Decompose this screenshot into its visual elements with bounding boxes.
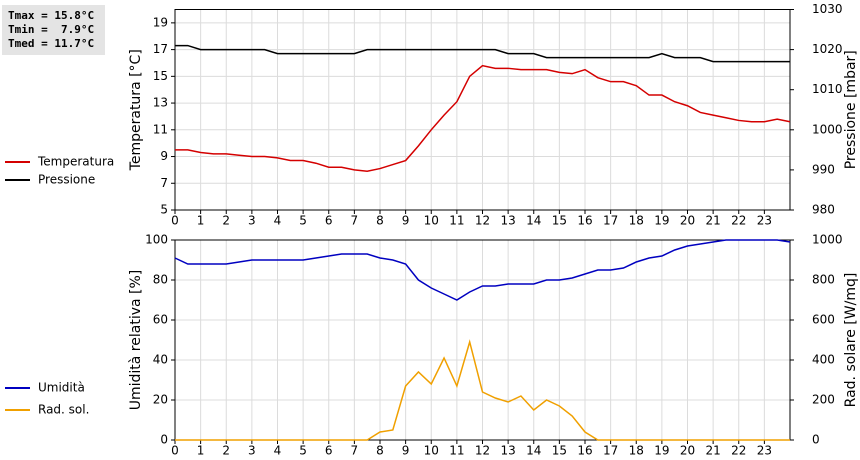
x-tick-label: 0 xyxy=(171,214,179,228)
y2-tick-label: 600 xyxy=(812,313,835,327)
x-tick-label: 12 xyxy=(475,214,490,228)
y2-tick-label: 1020 xyxy=(812,42,843,56)
y-tick-label: 0 xyxy=(160,433,168,447)
x-tick-label: 14 xyxy=(526,444,541,458)
x-tick-label: 12 xyxy=(475,444,490,458)
x-tick-label: 19 xyxy=(654,444,669,458)
y-axis-title: Umidità relativa [%] xyxy=(128,270,144,411)
x-tick-label: 22 xyxy=(731,444,746,458)
x-tick-label: 9 xyxy=(402,444,410,458)
x-tick-label: 0 xyxy=(171,444,179,458)
x-tick-label: 13 xyxy=(500,444,515,458)
y-tick-label: 40 xyxy=(153,353,168,367)
y-tick-label: 9 xyxy=(160,149,168,163)
x-tick-label: 4 xyxy=(274,444,282,458)
y2-axis-title: Pressione [mbar] xyxy=(843,50,859,169)
stats-box xyxy=(2,5,105,55)
y-tick-label: 100 xyxy=(145,233,168,247)
x-tick-label: 18 xyxy=(629,214,644,228)
x-tick-label: 3 xyxy=(248,444,256,458)
x-tick-label: 21 xyxy=(705,214,720,228)
x-tick-label: 4 xyxy=(274,214,282,228)
y-tick-label: 5 xyxy=(160,203,168,217)
y-tick-label: 11 xyxy=(153,122,168,136)
x-tick-label: 1 xyxy=(197,214,205,228)
x-tick-label: 5 xyxy=(299,214,307,228)
y2-tick-label: 200 xyxy=(812,393,835,407)
legend-label: Umidità xyxy=(38,381,85,395)
y2-tick-label: 1010 xyxy=(812,82,843,96)
x-tick-label: 23 xyxy=(757,214,772,228)
x-tick-label: 3 xyxy=(248,214,256,228)
x-tick-label: 1 xyxy=(197,444,205,458)
x-tick-label: 8 xyxy=(376,214,384,228)
legend-label: Pressione xyxy=(38,173,95,187)
y-tick-label: 15 xyxy=(153,69,168,83)
annotation: Tmed = 11.7°C xyxy=(8,37,94,50)
series-line xyxy=(175,339,790,441)
y-tick-label: 7 xyxy=(160,176,168,190)
y2-tick-label: 1030 xyxy=(812,2,843,16)
x-tick-label: 2 xyxy=(222,444,230,458)
x-tick-label: 16 xyxy=(577,214,592,228)
legend-label: Temperatura xyxy=(37,155,114,169)
y2-tick-label: 400 xyxy=(812,353,835,367)
x-tick-label: 5 xyxy=(299,444,307,458)
y-tick-label: 17 xyxy=(153,42,168,56)
x-tick-label: 17 xyxy=(603,444,618,458)
x-tick-label: 13 xyxy=(500,214,515,228)
x-tick-label: 15 xyxy=(552,214,567,228)
y2-tick-label: 990 xyxy=(812,162,835,176)
x-tick-label: 10 xyxy=(424,444,439,458)
x-tick-label: 7 xyxy=(351,444,359,458)
x-tick-label: 2 xyxy=(222,214,230,228)
x-tick-label: 14 xyxy=(526,214,541,228)
x-tick-label: 7 xyxy=(351,214,359,228)
y2-tick-label: 800 xyxy=(812,273,835,287)
y2-tick-label: 0 xyxy=(812,433,820,447)
x-tick-label: 11 xyxy=(449,214,464,228)
y-tick-label: 19 xyxy=(153,15,168,29)
y-tick-label: 13 xyxy=(153,96,168,110)
y2-axis-title: Rad. solare [W/mq] xyxy=(843,273,859,408)
y2-tick-label: 1000 xyxy=(812,233,843,247)
y2-tick-label: 980 xyxy=(812,203,835,217)
x-tick-label: 11 xyxy=(449,444,464,458)
y-tick-label: 20 xyxy=(153,393,168,407)
annotation: Tmin = 7.9°C xyxy=(8,23,94,36)
annotation: Tmax = 15.8°C xyxy=(8,9,94,22)
x-tick-label: 19 xyxy=(654,214,669,228)
x-tick-label: 15 xyxy=(552,444,567,458)
x-tick-label: 18 xyxy=(629,444,644,458)
x-tick-label: 20 xyxy=(680,214,695,228)
x-tick-label: 16 xyxy=(577,444,592,458)
series-line xyxy=(175,44,790,63)
x-tick-label: 21 xyxy=(705,444,720,458)
y-tick-label: 80 xyxy=(153,273,168,287)
y2-tick-label: 1000 xyxy=(812,122,843,136)
series-line xyxy=(175,64,791,172)
series-line xyxy=(174,239,791,301)
x-tick-label: 8 xyxy=(376,444,384,458)
x-tick-label: 9 xyxy=(402,214,410,228)
x-tick-label: 22 xyxy=(731,214,746,228)
x-tick-label: 17 xyxy=(603,214,618,228)
x-tick-label: 20 xyxy=(680,444,695,458)
x-tick-label: 6 xyxy=(325,444,333,458)
x-tick-label: 23 xyxy=(757,444,772,458)
y-tick-label: 60 xyxy=(153,313,168,327)
x-tick-label: 6 xyxy=(325,214,333,228)
legend-label: Rad. sol. xyxy=(38,403,89,417)
x-tick-label: 10 xyxy=(424,214,439,228)
y-axis-title: Temperatura [°C] xyxy=(128,49,144,171)
